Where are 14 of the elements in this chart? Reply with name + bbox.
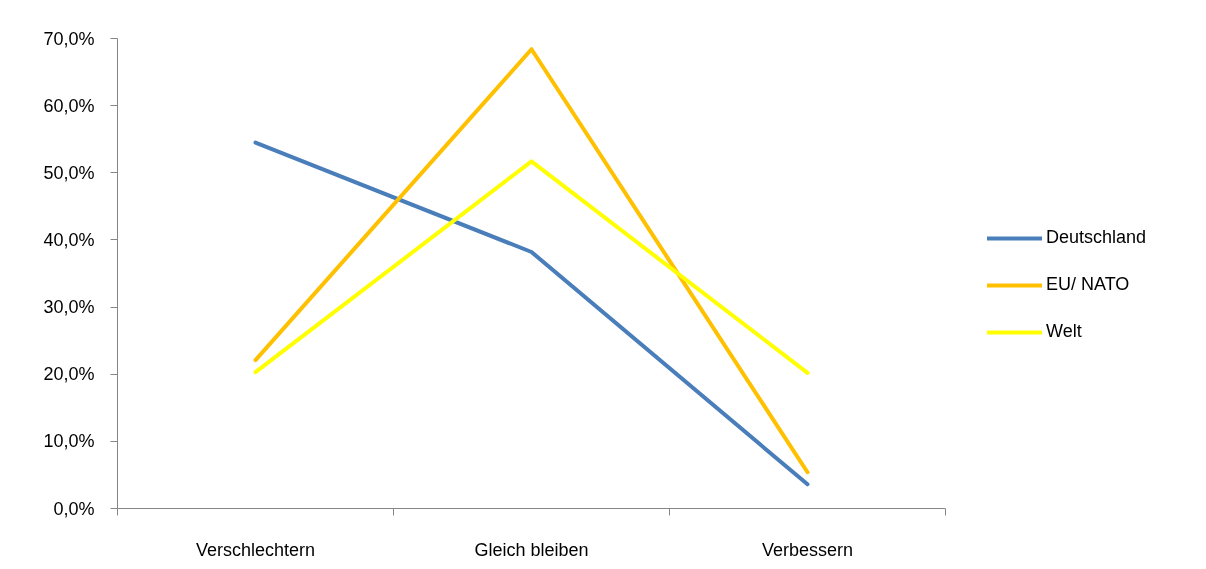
y-tick-label: 0,0% xyxy=(53,498,95,519)
y-tick-label: 60,0% xyxy=(43,95,95,116)
x-tick-label: Gleich bleiben xyxy=(474,539,589,560)
legend-label: Welt xyxy=(1046,321,1082,342)
x-tick-label: Verschlechtern xyxy=(195,539,316,560)
y-tick-label: 50,0% xyxy=(43,162,95,183)
x-tick-label: Verbessern xyxy=(761,539,854,560)
y-tick-label: 70,0% xyxy=(43,28,95,49)
y-tick-label: 20,0% xyxy=(43,364,95,385)
y-tick-label: 40,0% xyxy=(43,229,95,250)
legend-label: EU/ NATO xyxy=(1046,274,1130,295)
y-tick-label: 30,0% xyxy=(43,297,95,318)
legend-label: Deutschland xyxy=(1046,227,1147,248)
y-tick-label: 10,0% xyxy=(43,431,95,452)
